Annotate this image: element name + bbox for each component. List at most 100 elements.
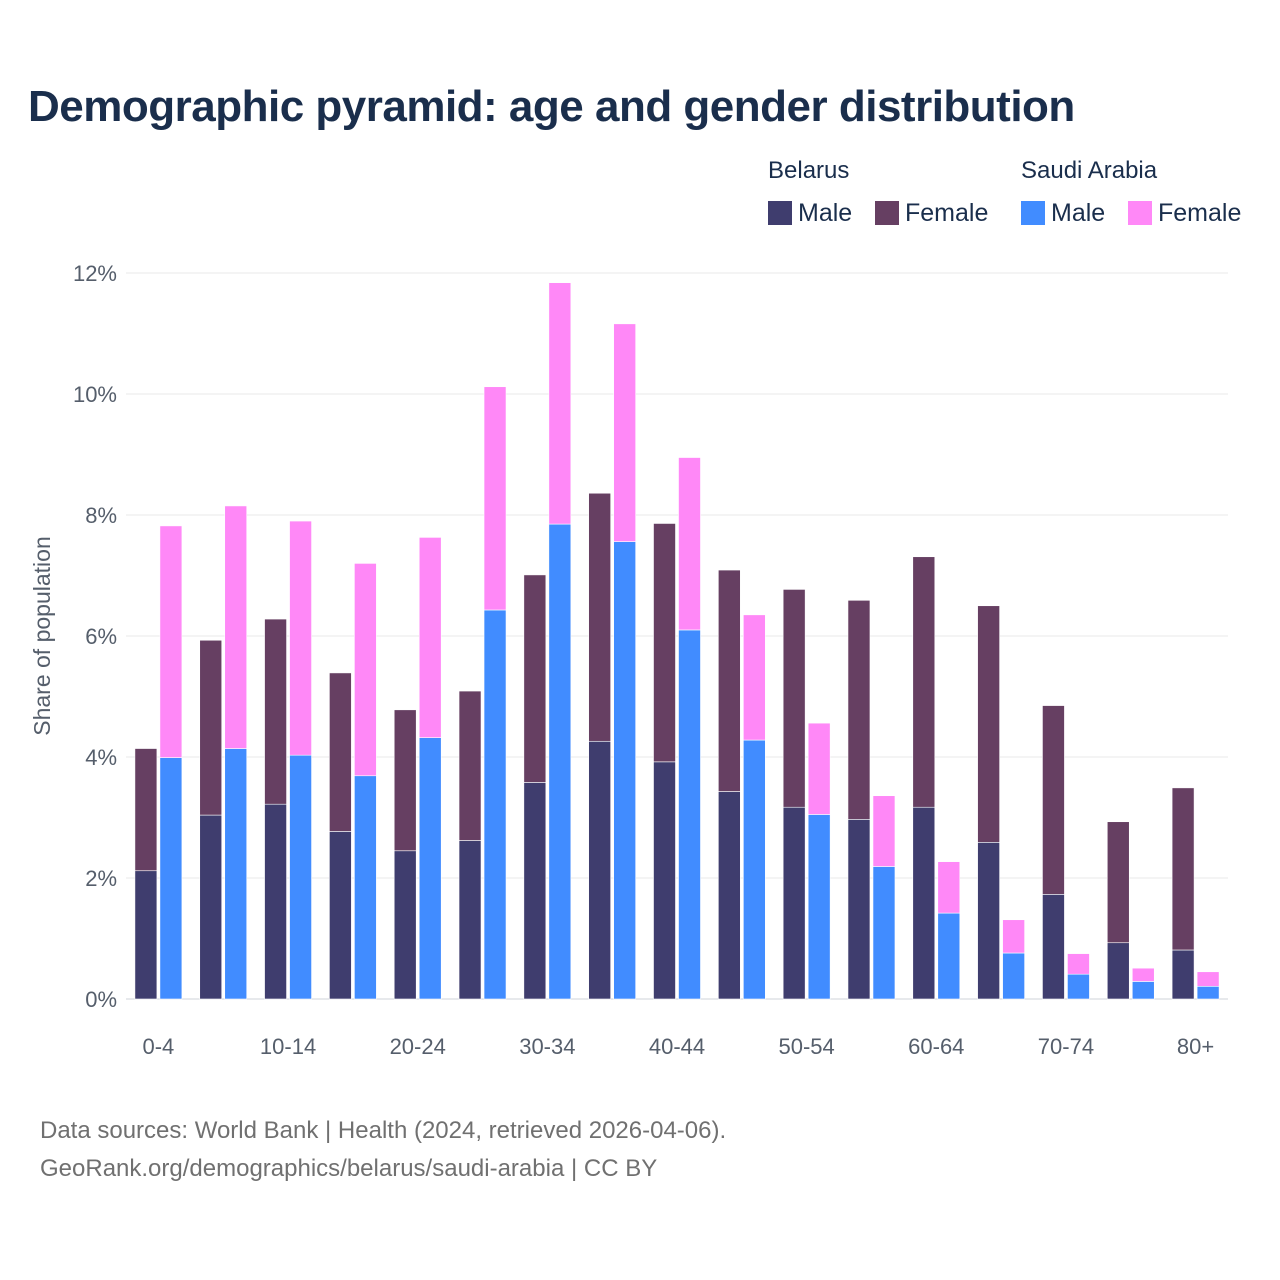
legend-label-saudi-female: Female — [1158, 198, 1242, 227]
bar-belarus-male[interactable] — [458, 840, 482, 1000]
bar-saudi-female[interactable] — [224, 505, 248, 749]
x-tick-label: 40-44 — [649, 1034, 705, 1059]
bar-saudi-female[interactable] — [289, 520, 312, 756]
bar-saudi-female[interactable] — [678, 457, 701, 631]
bar-belarus-female[interactable] — [1171, 787, 1195, 951]
legend-saudi-female[interactable]: Female — [1128, 199, 1241, 227]
x-axis-ticks: 0-4 10-14 20-24 30-34 40-44 50-54 60-64 70-74 80… — [143, 1034, 1215, 1059]
bar-saudi-female[interactable] — [159, 525, 183, 758]
legend-swatch-belarus-male — [768, 201, 792, 225]
bar-belarus-female[interactable] — [134, 748, 158, 872]
bar-saudi-male[interactable] — [159, 757, 183, 1000]
legend-group-saudi-arabia: Saudi Arabia — [1021, 157, 1158, 184]
bar-saudi-male[interactable] — [1131, 981, 1155, 1000]
bar-belarus-male[interactable] — [1171, 949, 1195, 1000]
bar-belarus-male[interactable] — [588, 740, 611, 1000]
bar-saudi-female[interactable] — [483, 386, 507, 611]
bar-saudi-male[interactable] — [872, 866, 896, 1000]
bar-belarus-male[interactable] — [523, 782, 547, 1000]
bar-belarus-female[interactable] — [977, 605, 1000, 843]
bar-belarus-female[interactable] — [653, 523, 676, 763]
bar-saudi-female[interactable] — [807, 722, 831, 815]
bar-belarus-male[interactable] — [653, 761, 676, 1000]
x-tick-label: 10-14 — [260, 1034, 316, 1059]
bar-saudi-male[interactable] — [224, 748, 248, 1000]
bar-belarus-male[interactable] — [782, 806, 806, 1000]
bar-saudi-male[interactable] — [354, 775, 377, 1000]
y-tick-label: 2% — [85, 866, 117, 891]
x-tick-label: 80+ — [1177, 1034, 1214, 1059]
source-line-1: Data sources: World Bank | Health (2024,… — [40, 1117, 727, 1144]
legend-belarus-female[interactable]: Female — [875, 199, 988, 227]
bars — [134, 282, 1220, 1000]
legend-swatch-saudi-female — [1128, 201, 1152, 225]
chart-plot: 0% 2% 4% 6% 8% 10% 12% 0-4 10-14 20-24 30-34 40-44… — [29, 261, 1228, 1059]
bar-belarus-male[interactable] — [1106, 942, 1130, 1000]
bar-saudi-male[interactable] — [678, 629, 701, 1000]
x-tick-label: 30-34 — [519, 1034, 575, 1059]
y-axis-ticks: 0% 2% 4% 6% 8% 10% 12% — [73, 261, 117, 1012]
bar-saudi-male[interactable] — [1196, 985, 1220, 1000]
bar-belarus-female[interactable] — [393, 709, 417, 852]
bar-belarus-female[interactable] — [264, 618, 287, 805]
legend-belarus-male[interactable]: Male — [768, 199, 852, 227]
bar-saudi-female[interactable] — [1067, 953, 1090, 975]
bar-belarus-male[interactable] — [1042, 894, 1065, 1000]
bar-saudi-male[interactable] — [1067, 973, 1090, 1000]
bar-saudi-female[interactable] — [872, 795, 896, 867]
bar-saudi-male[interactable] — [289, 754, 312, 1000]
bar-belarus-female[interactable] — [458, 690, 482, 841]
bar-saudi-male[interactable] — [548, 523, 572, 1000]
bar-belarus-male[interactable] — [912, 806, 936, 1000]
bar-belarus-female[interactable] — [718, 569, 741, 792]
bar-saudi-male[interactable] — [1002, 952, 1025, 1000]
bar-belarus-male[interactable] — [134, 870, 158, 1000]
legend-label-belarus-female: Female — [905, 198, 989, 227]
bar-belarus-female[interactable] — [912, 556, 936, 808]
bar-saudi-male[interactable] — [613, 541, 636, 1000]
source-line-2: GeoRank.org/demographics/belarus/saudi-a… — [40, 1155, 658, 1182]
bar-belarus-male[interactable] — [199, 814, 223, 1000]
bar-saudi-male[interactable] — [418, 737, 442, 1000]
bar-belarus-female[interactable] — [782, 589, 806, 808]
x-tick-label: 0-4 — [143, 1034, 175, 1059]
legend-saudi-male[interactable]: Male — [1021, 199, 1105, 227]
legend-swatch-belarus-female — [875, 201, 899, 225]
bar-belarus-male[interactable] — [847, 819, 871, 1000]
bar-saudi-female[interactable] — [1002, 919, 1025, 954]
bar-saudi-female[interactable] — [937, 861, 961, 914]
bar-belarus-female[interactable] — [1106, 821, 1130, 944]
x-tick-label: 20-24 — [390, 1034, 446, 1059]
y-tick-label: 0% — [85, 987, 117, 1012]
bar-belarus-female[interactable] — [1042, 705, 1065, 895]
bar-belarus-male[interactable] — [264, 803, 287, 1000]
bar-belarus-female[interactable] — [588, 492, 611, 742]
bar-saudi-female[interactable] — [354, 563, 377, 777]
y-tick-label: 4% — [85, 745, 117, 770]
bar-saudi-female[interactable] — [613, 323, 636, 542]
bar-saudi-female[interactable] — [418, 537, 442, 738]
bar-saudi-female[interactable] — [1131, 967, 1155, 982]
y-tick-label: 6% — [85, 624, 117, 649]
bar-saudi-male[interactable] — [483, 609, 507, 1000]
bar-saudi-male[interactable] — [937, 912, 961, 1000]
bar-belarus-male[interactable] — [718, 791, 741, 1000]
bar-belarus-female[interactable] — [329, 672, 352, 832]
bar-belarus-male[interactable] — [393, 850, 417, 1000]
bar-belarus-male[interactable] — [977, 842, 1000, 1000]
bar-belarus-female[interactable] — [199, 639, 223, 816]
bar-saudi-female[interactable] — [743, 614, 766, 741]
x-tick-label: 50-54 — [779, 1034, 835, 1059]
y-tick-label: 10% — [73, 382, 117, 407]
legend-label-belarus-male: Male — [798, 198, 853, 227]
bar-saudi-male[interactable] — [807, 814, 831, 1000]
bar-belarus-female[interactable] — [523, 574, 547, 783]
bar-saudi-female[interactable] — [548, 282, 572, 525]
bar-belarus-male[interactable] — [329, 831, 352, 1000]
bar-saudi-female[interactable] — [1196, 971, 1220, 987]
y-tick-label: 8% — [85, 503, 117, 528]
bar-belarus-female[interactable] — [847, 600, 871, 820]
bar-saudi-male[interactable] — [743, 739, 766, 1000]
chart-title: Demographic pyramid: age and gender dist… — [28, 82, 1075, 131]
y-axis-title: Share of population — [29, 536, 55, 736]
